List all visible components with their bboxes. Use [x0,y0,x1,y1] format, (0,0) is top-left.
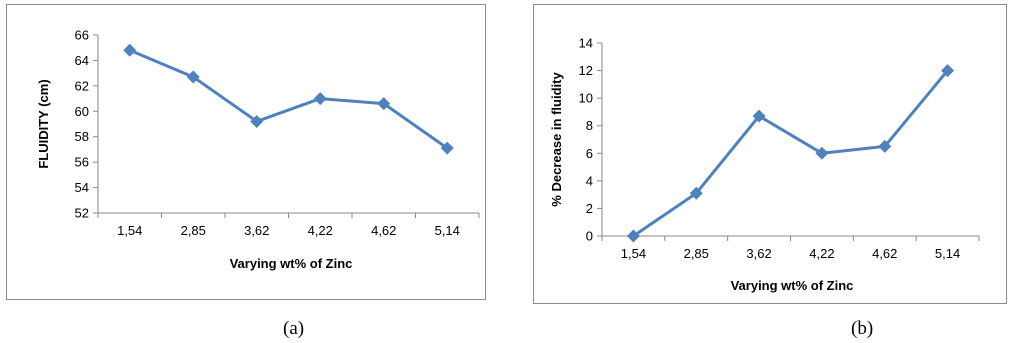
y-tick-label: 8 [586,118,593,133]
x-tick-label: 4,22 [308,223,333,238]
data-point-marker [123,43,137,57]
chart-panel-b: 0 2 4 6 8 10 12 14 1,54 2,85 3,62 4,22 4,62 5,14 Varyi… [533,4,1007,304]
y-tick-label: 54 [75,180,89,195]
chart-panel-a: 52 54 56 58 60 62 64 66 1,54 2,85 3,62 4,22 4,62 5,14… [6,4,486,300]
data-point-marker [186,70,200,84]
y-tick-label: 56 [75,155,89,170]
x-axis-title: Varying wt% of Zinc [731,278,854,293]
caption-b: (b) [851,318,874,339]
data-point-marker [752,109,766,123]
x-tick-label: 3,62 [746,246,771,261]
x-tick-label: 5,14 [935,246,960,261]
y-tick-label: 4 [586,173,593,188]
fluidity-chart: 52 54 56 58 60 62 64 66 1,54 2,85 3,62 4,22 4,62 5,14… [36,28,480,271]
data-point-marker [440,141,454,155]
y-axis-title: % Decrease in fluidity [549,72,564,207]
x-tick-label: 3,62 [244,223,269,238]
x-tick-label: 2,85 [684,246,709,261]
x-tick-label: 1,54 [621,246,646,261]
x-axis-title: Varying wt% of Zinc [230,256,353,271]
series-line [632,69,949,238]
data-point-marker [250,114,264,128]
decrease-fluidity-chart: 0 2 4 6 8 10 12 14 1,54 2,85 3,62 4,22 4,62 5,14 Varyi… [549,36,980,293]
y-tick-label: 60 [75,104,89,119]
x-tick-label: 4,62 [872,246,897,261]
x-tick-label: 1,54 [117,223,142,238]
data-point-marker [377,97,391,111]
y-tick-label: 66 [75,28,89,43]
x-tick-label: 5,14 [435,223,460,238]
y-tick-label: 62 [75,78,89,93]
data-point-marker [815,146,829,160]
y-tick-label: 0 [586,229,593,244]
y-tick-label: 52 [75,206,89,221]
y-tick-label: 10 [579,91,593,106]
data-point-marker [313,92,327,106]
y-tick-label: 6 [586,146,593,161]
data-point-marker [941,64,955,78]
series-line [129,48,449,150]
y-tick-label: 2 [586,201,593,216]
y-tick-label: 12 [579,63,593,78]
y-tick-label: 64 [75,53,89,68]
y-axis-title: FLUIDITY (cm) [36,79,51,168]
caption-a: (a) [283,318,305,339]
y-tick-label: 14 [579,36,593,51]
data-point-marker [626,229,640,243]
data-point-marker [689,186,703,200]
y-tick-label: 58 [75,129,89,144]
x-tick-label: 4,62 [371,223,396,238]
x-tick-label: 2,85 [181,223,206,238]
data-point-marker [878,139,892,153]
x-tick-label: 4,22 [809,246,834,261]
